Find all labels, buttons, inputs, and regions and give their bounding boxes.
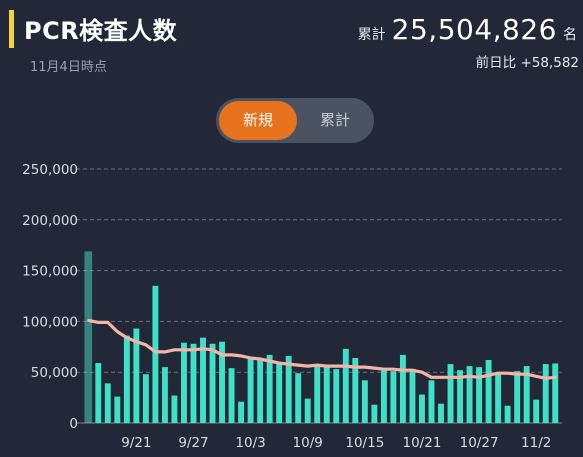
bar xyxy=(95,363,102,423)
day-over-day-change: 前日比 +58,582 xyxy=(475,55,579,71)
bar xyxy=(409,370,416,423)
total-value: 25,504,826 xyxy=(391,13,557,46)
x-tick-label: 9/27 xyxy=(178,435,208,451)
bar xyxy=(142,374,149,423)
moving-average-line xyxy=(87,318,557,380)
bar xyxy=(123,335,130,423)
bar xyxy=(84,251,93,423)
total-label: 累計 xyxy=(357,27,386,43)
bar xyxy=(428,380,435,423)
x-tick-label: 9/21 xyxy=(121,435,151,451)
bar xyxy=(190,343,197,423)
bar xyxy=(457,370,463,423)
x-tick-label: 11/2 xyxy=(521,435,551,451)
view-toggle: 新規 累計 xyxy=(216,98,374,143)
x-tick-label: 10/3 xyxy=(235,435,265,451)
bar xyxy=(133,328,140,423)
title-accent-bar xyxy=(9,10,14,48)
bar xyxy=(514,371,521,423)
bar xyxy=(371,404,378,423)
page-title: PCR検査人数 xyxy=(24,17,178,45)
bar xyxy=(361,380,368,423)
bar xyxy=(352,357,359,423)
x-tick-label: 10/21 xyxy=(403,435,442,451)
bar xyxy=(466,366,473,423)
bar xyxy=(285,355,292,423)
bar xyxy=(228,368,235,423)
bar xyxy=(476,367,483,423)
y-tick-label: 150,000 xyxy=(22,264,78,280)
bar xyxy=(390,371,397,423)
bar xyxy=(399,354,406,423)
bar xyxy=(419,394,425,423)
x-tick-label: 10/27 xyxy=(460,435,499,451)
bar xyxy=(181,342,187,423)
bar xyxy=(552,363,559,423)
cumulative-total: 累計 25,504,826 名 xyxy=(358,13,577,46)
bar xyxy=(533,399,540,423)
bar xyxy=(304,398,311,423)
bar xyxy=(114,396,121,423)
bar xyxy=(447,364,454,423)
bar xyxy=(314,365,321,423)
as-of-date: 11月4日時点 xyxy=(30,60,107,75)
bar xyxy=(266,354,273,423)
bar xyxy=(276,362,283,423)
daily-tests-chart: 250,000 200,000 150,000 100,000 50,000 0 9/21 9… xyxy=(22,162,562,451)
bar xyxy=(209,343,216,423)
bar xyxy=(161,367,168,423)
bar xyxy=(247,357,254,423)
bar xyxy=(323,365,330,423)
bar xyxy=(104,383,111,423)
toggle-cumulative-button[interactable]: 累計 xyxy=(319,111,350,129)
y-tick-label: 200,000 xyxy=(22,213,78,229)
y-tick-label: 100,000 xyxy=(22,314,78,330)
bar xyxy=(200,337,206,423)
bar xyxy=(171,395,178,423)
y-tick-label: 50,000 xyxy=(31,365,78,381)
bar xyxy=(238,401,245,423)
bar xyxy=(523,366,530,423)
bar xyxy=(380,369,387,423)
toggle-new-button[interactable]: 新規 xyxy=(219,101,297,140)
y-tick-label: 0 xyxy=(69,416,78,432)
bar xyxy=(219,341,225,423)
total-unit: 名 xyxy=(563,27,577,43)
bar xyxy=(485,360,492,423)
bar xyxy=(152,285,159,423)
bar xyxy=(542,364,549,423)
bar xyxy=(257,360,264,423)
x-tick-label: 10/9 xyxy=(293,435,323,451)
x-tick-label: 10/15 xyxy=(345,435,384,451)
bar xyxy=(295,373,302,423)
bar xyxy=(438,403,444,423)
bar xyxy=(495,373,502,423)
bar xyxy=(342,348,349,423)
y-tick-label: 250,000 xyxy=(22,162,78,178)
bar xyxy=(504,405,511,423)
bar xyxy=(333,369,340,423)
